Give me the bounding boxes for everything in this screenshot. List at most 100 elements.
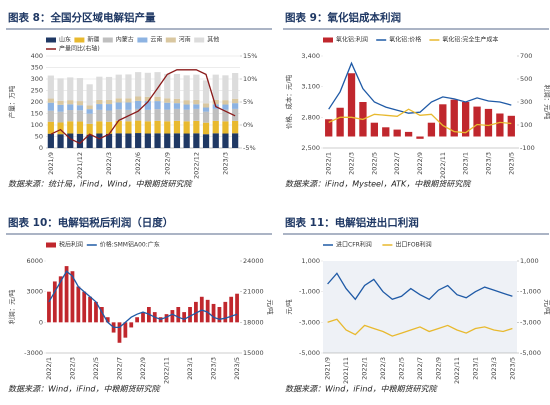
bar xyxy=(47,102,54,111)
bar xyxy=(202,107,210,112)
y-tick-label: 3,100 xyxy=(301,83,320,91)
legend-label: 内蒙古 xyxy=(116,36,134,44)
bar xyxy=(64,266,69,323)
bar xyxy=(232,108,239,121)
bar xyxy=(223,301,228,323)
bar xyxy=(123,322,128,338)
bar xyxy=(125,133,132,148)
bar xyxy=(427,122,436,137)
line-series xyxy=(328,108,512,134)
bar xyxy=(76,121,84,134)
x-tick-label: 2021/9 xyxy=(324,357,332,380)
legend-label: 氧化铝:利润 xyxy=(336,36,368,44)
y2-tick-label: 24000 xyxy=(243,257,264,265)
bar xyxy=(144,133,151,148)
line-series xyxy=(48,270,238,329)
x-tick-label: 2022/1 xyxy=(325,152,333,175)
bar xyxy=(164,109,171,122)
x-tick-label: 2022/1 xyxy=(361,357,369,380)
bar xyxy=(473,106,481,137)
x-tick-label: 2023/5 xyxy=(233,357,241,380)
y-tick-label: 0 xyxy=(39,318,43,326)
bar xyxy=(86,113,93,124)
y2-tick-label: 18000 xyxy=(243,318,264,326)
bar xyxy=(105,133,113,148)
chart-panel: 图表 8：全国分区域电解铝产量数据来源：统计局，iFind，Wind，中粮期货研… xyxy=(6,11,272,189)
bar xyxy=(212,99,219,105)
bar xyxy=(96,121,103,134)
legend-label: 山东 xyxy=(59,36,71,44)
x-tick-label: 2023/3 xyxy=(221,152,229,175)
chart-title: 图表 9：氧化铝成本利润 xyxy=(285,11,401,24)
bar xyxy=(154,109,161,121)
legend-label: 氧化铝:价格 xyxy=(389,36,421,44)
y2-tick-label: 15000 xyxy=(243,349,264,357)
bar xyxy=(393,129,401,137)
bar xyxy=(154,72,161,97)
bar xyxy=(222,109,229,122)
bar xyxy=(164,102,171,110)
bar xyxy=(164,98,171,103)
x-tick-label: 2021/11 xyxy=(342,357,350,384)
bar xyxy=(232,120,239,134)
bar xyxy=(82,291,87,323)
bar xyxy=(173,73,181,99)
bar xyxy=(105,104,113,111)
source-note: 数据来源：Wind，iFind，中粮期货研究院 xyxy=(285,385,438,394)
bar xyxy=(67,104,74,111)
bar xyxy=(222,133,229,148)
bar xyxy=(336,107,344,137)
bar xyxy=(164,314,169,323)
bar xyxy=(96,76,103,100)
x-tick-label: 2022/3 xyxy=(379,357,387,380)
y2-tick-label: 700 xyxy=(520,52,532,60)
legend-swatch xyxy=(323,37,333,43)
chart-title: 图表 10：电解铝税后利润（日度） xyxy=(8,216,173,229)
bar xyxy=(88,296,92,323)
y2-axis-label: 元/吨 xyxy=(543,299,550,315)
bar xyxy=(105,76,113,100)
bar xyxy=(125,121,132,134)
y2-tick-label: -5,000 xyxy=(520,349,541,357)
bar xyxy=(194,301,198,323)
bar xyxy=(183,75,190,101)
bar xyxy=(144,101,151,110)
source-note: 数据来源：iFind，Mysteel，ATK，中粮期货研究院 xyxy=(285,180,472,189)
x-tick-label: 2022/9 xyxy=(416,152,424,175)
bar xyxy=(212,74,219,100)
x-tick-label: 2023/3 xyxy=(210,357,218,380)
y2-tick-label: 100 xyxy=(520,121,532,129)
bar xyxy=(47,121,54,134)
bar xyxy=(382,127,390,137)
bar xyxy=(52,281,57,323)
bar xyxy=(67,77,74,101)
bar xyxy=(484,108,493,137)
bar xyxy=(99,307,104,323)
y-axis-label: 价格、成本：元/吨 xyxy=(284,74,293,129)
legend-label: 氧化铝:完全生产成本 xyxy=(442,36,498,44)
bar xyxy=(229,296,234,323)
bar xyxy=(57,134,64,148)
y-tick-label: 1,000 xyxy=(301,257,320,265)
bar xyxy=(183,133,190,148)
y-axis-label: 产量：万吨 xyxy=(7,85,16,118)
bar xyxy=(176,307,181,323)
bar xyxy=(125,98,132,103)
bar xyxy=(164,121,171,134)
bar xyxy=(86,84,93,106)
y2-tick-label: 0% xyxy=(243,121,253,129)
bar xyxy=(58,276,63,323)
bar xyxy=(86,105,93,110)
bar xyxy=(232,103,239,109)
chart-title: 图表 11：电解铝进出口利润 xyxy=(285,216,419,229)
legend-swatch xyxy=(137,37,148,43)
y-tick-label: 3,400 xyxy=(301,52,320,60)
x-tick-label: 2022/12 xyxy=(192,152,200,179)
bar xyxy=(173,120,181,134)
plot-background xyxy=(323,261,517,353)
bar xyxy=(496,113,504,137)
x-tick-label: 2022/7 xyxy=(416,357,424,380)
legend-label: 价格:SMM铝A00:广东 xyxy=(100,241,160,249)
